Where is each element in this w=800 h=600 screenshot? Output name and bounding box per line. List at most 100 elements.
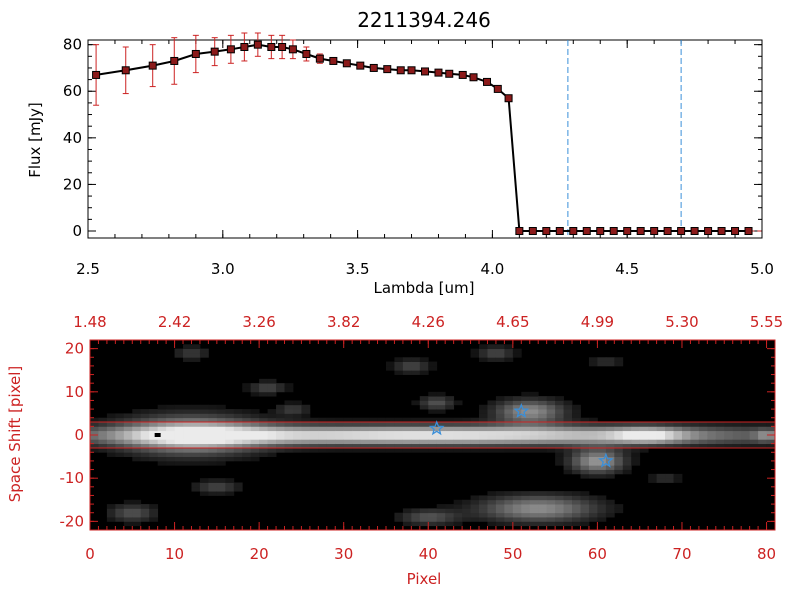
- image-pixel: [470, 443, 480, 449]
- image-pixel: [512, 422, 522, 427]
- image-pixel: [242, 435, 252, 440]
- top-chart-frame: [87, 39, 763, 239]
- image-pixel: [419, 521, 429, 527]
- image-pixel: [132, 422, 142, 427]
- image-pixel: [149, 413, 159, 419]
- image-pixel: [690, 439, 700, 445]
- image-pixel: [538, 422, 548, 427]
- image-pixel: [563, 465, 573, 470]
- top-data-point: [329, 56, 338, 65]
- image-pixel: [343, 447, 353, 453]
- image-pixel: [580, 491, 590, 496]
- image-pixel: [504, 344, 514, 350]
- image-pixel: [216, 430, 226, 436]
- image-pixel: [326, 430, 336, 436]
- image-pixel: [479, 447, 488, 453]
- image-pixel: [276, 443, 285, 449]
- image-pixel: [580, 495, 590, 501]
- image-pixel: [292, 447, 302, 453]
- image-pixel: [292, 409, 302, 414]
- image-pixel: [183, 452, 192, 457]
- image-pixel: [276, 409, 285, 414]
- image-pixel: [132, 426, 142, 432]
- image-pixel: [470, 348, 480, 354]
- image-pixel: [521, 491, 531, 496]
- image-pixel: [572, 512, 581, 518]
- image-pixel: [166, 417, 175, 423]
- image-pixel: [225, 409, 235, 414]
- image-pixel: [402, 422, 412, 427]
- image-pixel: [605, 361, 615, 367]
- image-pixel: [123, 443, 133, 449]
- image-pixel: [563, 447, 573, 453]
- image-pixel: [183, 417, 192, 423]
- top-xtick-label: 3.5: [346, 260, 370, 278]
- image-pixel: [335, 447, 345, 453]
- image-pixel: [191, 482, 201, 488]
- image-pixel: [385, 430, 395, 436]
- image-pixel: [106, 430, 116, 436]
- image-pixel: [233, 413, 243, 419]
- image-pixel: [149, 435, 159, 440]
- image-pixel: [572, 495, 581, 501]
- image-pixel: [98, 422, 108, 427]
- image-pixel: [149, 426, 159, 432]
- image-pixel: [385, 447, 395, 453]
- image-pixel: [462, 443, 471, 449]
- image-pixel: [199, 491, 209, 496]
- image-pixel: [369, 430, 378, 436]
- image-pixel: [597, 361, 607, 367]
- image-pixel: [259, 443, 268, 449]
- image-pixel: [225, 491, 235, 496]
- image-pixel: [123, 426, 133, 432]
- image-pixel: [648, 435, 658, 440]
- image-pixel: [707, 443, 717, 449]
- image-pixel: [605, 512, 615, 518]
- image-pixel: [462, 504, 471, 509]
- image-pixel: [140, 439, 150, 445]
- bottom-chart-ylabel: Space Shift [pixel]: [6, 366, 24, 503]
- image-pixel: [724, 435, 734, 440]
- image-pixel: [115, 422, 125, 427]
- image-pixel: [529, 430, 539, 436]
- image-pixel: [504, 491, 514, 496]
- image-pixel: [157, 404, 167, 410]
- image-pixel: [199, 456, 209, 462]
- image-pixel: [487, 447, 497, 453]
- image-pixel: [487, 495, 497, 501]
- image-pixel: [335, 435, 345, 440]
- top-data-point: [356, 61, 365, 70]
- image-pixel: [656, 422, 666, 427]
- image-pixel: [140, 443, 150, 449]
- image-pixel: [512, 404, 522, 410]
- bottom-top-tick-label: 4.65: [496, 313, 529, 331]
- image-pixel: [292, 443, 302, 449]
- image-pixel: [191, 344, 201, 350]
- image-pixel: [462, 422, 471, 427]
- image-pixel: [208, 460, 218, 466]
- image-pixel: [445, 422, 455, 427]
- image-pixel: [487, 443, 497, 449]
- top-data-point: [731, 227, 740, 236]
- image-pixel: [123, 435, 133, 440]
- image-pixel: [504, 435, 514, 440]
- image-pixel: [225, 417, 235, 423]
- image-pixel: [462, 499, 471, 505]
- image-pixel: [369, 439, 378, 445]
- image-pixel: [267, 422, 277, 427]
- top-data-point: [191, 49, 200, 58]
- image-pixel: [521, 521, 531, 527]
- image-pixel: [479, 344, 488, 350]
- image-pixel: [580, 499, 590, 505]
- image-pixel: [216, 435, 226, 440]
- image-pixel: [166, 452, 175, 457]
- image-pixel: [301, 439, 311, 445]
- image-pixel: [166, 435, 175, 440]
- image-pixel: [529, 435, 539, 440]
- bottom-image-pixels: [90, 344, 776, 527]
- image-pixel: [419, 508, 429, 514]
- image-pixel: [555, 452, 564, 457]
- image-pixel: [402, 508, 412, 514]
- image-pixel: [462, 435, 471, 440]
- image-pixel: [479, 499, 488, 505]
